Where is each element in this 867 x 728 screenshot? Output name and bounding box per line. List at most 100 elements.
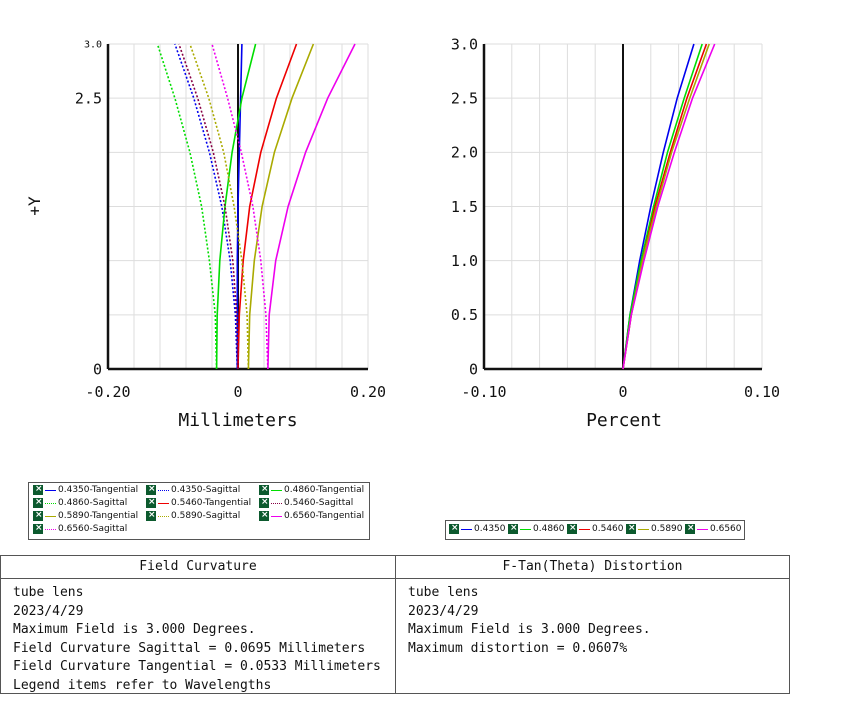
y-tick-label: 3.0 [84, 40, 102, 51]
series-line [236, 43, 243, 369]
info-line: Maximum distortion = 0.0607% [408, 640, 628, 656]
legend-item[interactable]: 0.6560-Tangential [259, 511, 364, 521]
checkbox-icon[interactable] [626, 524, 636, 534]
distortion-plot: -0.10 0 0.10 0 0.5 1.0 1.5 2.0 2.5 3.0 [451, 35, 780, 401]
x-tick-label: 0 [233, 383, 242, 401]
info-line: Maximum Field is 3.000 Degrees. [408, 622, 651, 637]
info-line: Legend items refer to Wavelengths [13, 677, 272, 693]
checkbox-icon[interactable] [508, 524, 518, 534]
legend-label: 0.5890-Sagittal [171, 511, 241, 521]
y-tick-label: 2.0 [451, 144, 478, 162]
info-line: Maximum Field is 3.000 Degrees. [13, 622, 256, 637]
checkbox-icon[interactable] [33, 524, 43, 534]
y-tick-label: 2.5 [75, 89, 102, 107]
legend-label: 0.4350 [474, 524, 506, 534]
legend-item[interactable]: 0.5890 [626, 524, 683, 534]
legend-item[interactable]: 0.5890-Tangential [33, 511, 138, 521]
legend-swatch [271, 515, 282, 517]
field-curvature-legend: 0.4350-Tangential 0.4350-Sagittal 0.4860-T… [28, 482, 370, 540]
checkbox-icon[interactable] [685, 524, 695, 534]
x-tick-label: -0.10 [461, 383, 506, 401]
legend-swatch [461, 528, 472, 530]
info-line: tube lens [13, 585, 84, 600]
legend-label: 0.4860-Tangential [284, 485, 365, 495]
series-line [622, 43, 703, 370]
checkbox-icon[interactable] [33, 511, 43, 521]
checkbox-icon[interactable] [33, 498, 43, 508]
legend-label: 0.5460-Tangential [171, 498, 252, 508]
y-tick-label: 1.0 [451, 252, 478, 270]
x-tick-label: 0 [618, 383, 627, 401]
series-line [247, 43, 315, 370]
legend-swatch [271, 502, 282, 504]
fc-ylabel: +Y [25, 196, 44, 216]
checkbox-icon[interactable] [146, 485, 156, 495]
info-line: 2023/4/29 [13, 603, 84, 619]
info-line: Field Curvature Tangential = 0.0533 Mill… [13, 659, 381, 674]
legend-label: 0.5890-Tangential [58, 511, 139, 521]
checkbox-icon[interactable] [259, 511, 269, 521]
checkbox-icon[interactable] [259, 498, 269, 508]
checkbox-icon[interactable] [146, 498, 156, 508]
legend-label: 0.5890 [651, 524, 683, 534]
legend-item[interactable]: 0.6560-Sagittal [33, 524, 127, 534]
legend-label: 0.5460 [592, 524, 624, 534]
legend-swatch [271, 489, 282, 491]
legend-item[interactable]: 0.4860 [508, 524, 565, 534]
series-line [237, 43, 298, 370]
checkbox-icon[interactable] [567, 524, 577, 534]
y-tick-label: 2.5 [451, 89, 478, 107]
legend-swatch [158, 502, 169, 504]
legend-item[interactable]: 0.4860-Sagittal [33, 498, 127, 508]
legend-item[interactable]: 0.4860-Tangential [259, 485, 364, 495]
y-tick-label: 0 [93, 360, 102, 378]
legend-swatch [45, 489, 56, 491]
y-tick-label: 0 [469, 360, 478, 378]
field-curvature-plot: -0.20 0 0.20 0 2.5 3.0 [75, 40, 386, 402]
dist-xlabel: Percent [586, 410, 662, 431]
legend-swatch [45, 528, 56, 530]
legend-item[interactable]: 0.5890-Sagittal [146, 511, 240, 521]
fc-xlabel: Millimeters [178, 410, 297, 431]
legend-swatch [579, 528, 590, 530]
field-curvature-info: Field Curvature tube lens 2023/4/29 Maxi… [1, 556, 396, 693]
series-line [215, 43, 257, 370]
checkbox-icon[interactable] [449, 524, 459, 534]
legend-item[interactable]: 0.5460-Tangential [146, 498, 251, 508]
series-line [267, 43, 356, 370]
legend-item[interactable]: 0.4350-Sagittal [146, 485, 240, 495]
legend-label: 0.4350-Sagittal [171, 485, 241, 495]
legend-label: 0.6560-Tangential [284, 511, 365, 521]
charts-area: -0.20 0 0.20 0 2.5 3.0 -0.10 0 0.10 0 0.5 1.0 1.5 2.… [25, 35, 780, 431]
legend-swatch [520, 528, 531, 530]
checkbox-icon[interactable] [146, 511, 156, 521]
legend-swatch [45, 502, 56, 504]
legend-item[interactable]: 0.6560 [685, 524, 742, 534]
info-line: 2023/4/29 [408, 603, 479, 619]
legend-item[interactable]: 0.5460-Sagittal [259, 498, 353, 508]
checkbox-icon[interactable] [259, 485, 269, 495]
legend-item[interactable]: 0.4350-Tangential [33, 485, 138, 495]
legend-item[interactable]: 0.5460 [567, 524, 624, 534]
field-curvature-header: Field Curvature [1, 556, 395, 579]
legend-label: 0.4860 [533, 524, 565, 534]
checkbox-icon[interactable] [33, 485, 43, 495]
legend-swatch [697, 528, 708, 530]
legend-label: 0.5460-Sagittal [284, 498, 354, 508]
legend-swatch [45, 515, 56, 517]
info-line: Field Curvature Sagittal = 0.0695 Millim… [13, 640, 366, 656]
y-tick-label: 1.5 [451, 198, 478, 216]
legend-label: 0.4350-Tangential [58, 485, 139, 495]
y-tick-label: 3.0 [451, 35, 478, 53]
x-tick-label: 0.20 [350, 383, 386, 401]
distortion-header: F-Tan(Theta) Distortion [396, 556, 789, 579]
y-tick-label: 0.5 [451, 306, 478, 324]
legend-label: 0.6560 [710, 524, 742, 534]
field-curvature-info-body: tube lens 2023/4/29 Maximum Field is 3.0… [1, 579, 395, 695]
legend-label: 0.4860-Sagittal [58, 498, 128, 508]
legend-item[interactable]: 0.4350 [449, 524, 506, 534]
distortion-info: F-Tan(Theta) Distortion tube lens 2023/4… [396, 556, 789, 693]
series-line [622, 43, 716, 370]
x-tick-label: -0.20 [85, 383, 130, 401]
distortion-info-body: tube lens 2023/4/29 Maximum Field is 3.0… [396, 579, 789, 658]
